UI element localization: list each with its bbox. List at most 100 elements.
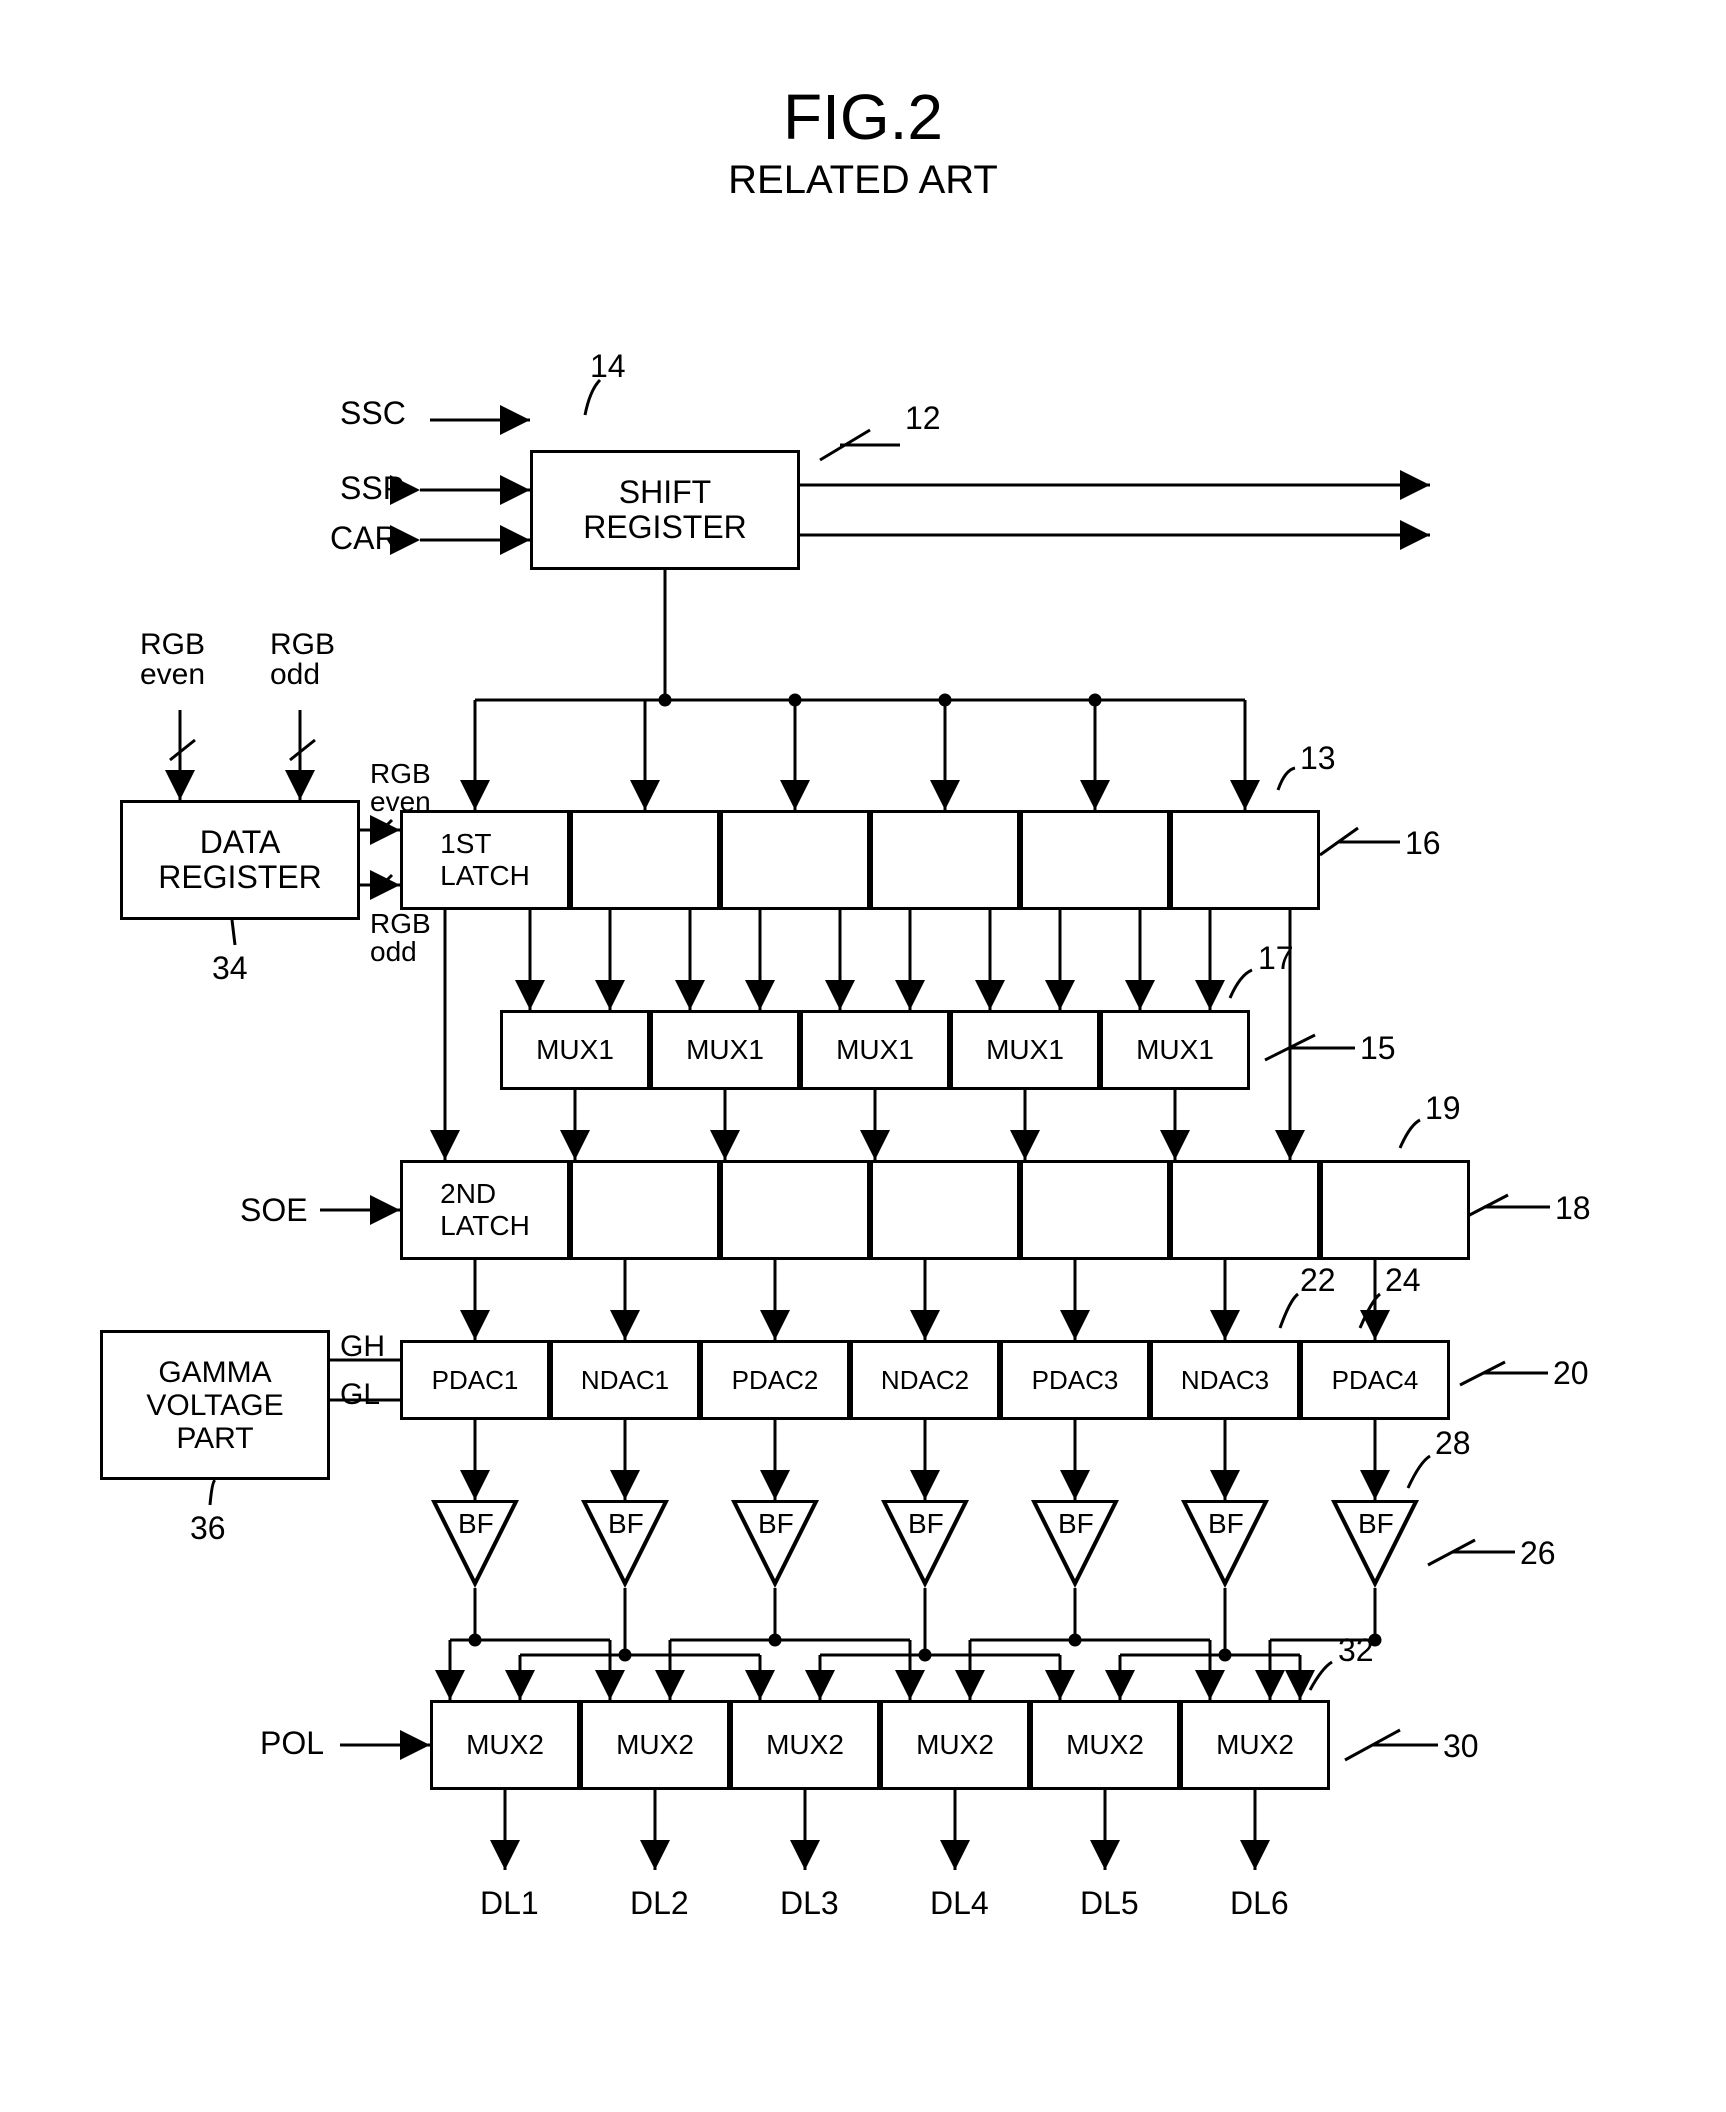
dl2-label: DL2 — [630, 1885, 689, 1922]
mux2-cell-5: MUX2 — [1180, 1700, 1330, 1790]
mux2-cell-0: MUX2 — [430, 1700, 580, 1790]
dac-label: NDAC2 — [881, 1365, 969, 1396]
dac-label: NDAC3 — [1181, 1365, 1269, 1396]
ref-32: 32 — [1338, 1632, 1374, 1669]
ref-14: 14 — [590, 348, 626, 385]
car-label: CAR — [330, 520, 398, 557]
ref-30: 30 — [1443, 1728, 1479, 1765]
mux2-cell-2: MUX2 — [730, 1700, 880, 1790]
mux2-label: MUX2 — [1216, 1729, 1294, 1761]
latch1-cell-5 — [1170, 810, 1320, 910]
mux2-cell-3: MUX2 — [880, 1700, 1030, 1790]
rgb-even-in-label: RGBeven — [140, 630, 205, 690]
bf-label-1: BF — [608, 1508, 644, 1540]
mux2-label: MUX2 — [616, 1729, 694, 1761]
latch2-cell-5 — [1170, 1160, 1320, 1260]
gh-label: GH — [340, 1330, 385, 1364]
ref-13: 13 — [1300, 740, 1336, 777]
bf-label-0: BF — [458, 1508, 494, 1540]
dl5-label: DL5 — [1080, 1885, 1139, 1922]
ref-20: 20 — [1553, 1355, 1589, 1392]
figure-subtitle: RELATED ART — [0, 158, 1726, 203]
shift-register-label: SHIFTREGISTER — [583, 475, 747, 545]
bf-label-2: BF — [758, 1508, 794, 1540]
dac-label: NDAC1 — [581, 1365, 669, 1396]
dac-label: PDAC2 — [732, 1365, 819, 1396]
mux2-cell-1: MUX2 — [580, 1700, 730, 1790]
mux1-label: MUX1 — [536, 1034, 614, 1066]
dac-label: PDAC4 — [1332, 1365, 1419, 1396]
data-register-label: DATAREGISTER — [158, 825, 322, 895]
ssc-label: SSC — [340, 395, 406, 432]
ref-34: 34 — [212, 950, 248, 987]
gl-label: GL — [340, 1378, 380, 1412]
ref-16: 16 — [1405, 825, 1441, 862]
dl4-label: DL4 — [930, 1885, 989, 1922]
mux2-label: MUX2 — [766, 1729, 844, 1761]
mux1-cell-1: MUX1 — [650, 1010, 800, 1090]
dac-label: PDAC3 — [1032, 1365, 1119, 1396]
latch2-cell-6 — [1320, 1160, 1470, 1260]
latch1-cell-0: 1STLATCH — [400, 810, 570, 910]
dac-label: PDAC1 — [432, 1365, 519, 1396]
soe-label: SOE — [240, 1192, 308, 1229]
mux2-label: MUX2 — [466, 1729, 544, 1761]
latch1-label: 1STLATCH — [440, 828, 530, 892]
ref-15: 15 — [1360, 1030, 1396, 1067]
latch2-cell-2 — [720, 1160, 870, 1260]
latch2-label: 2NDLATCH — [440, 1178, 530, 1242]
mux1-cell-0: MUX1 — [500, 1010, 650, 1090]
dl3-label: DL3 — [780, 1885, 839, 1922]
dac-cell-1: NDAC1 — [550, 1340, 700, 1420]
latch1-cell-2 — [720, 810, 870, 910]
latch2-cell-4 — [1020, 1160, 1170, 1260]
rgb-odd-out-label: RGBodd — [370, 910, 431, 966]
ref-26: 26 — [1520, 1535, 1556, 1572]
dl6-label: DL6 — [1230, 1885, 1289, 1922]
mux1-label: MUX1 — [1136, 1034, 1214, 1066]
ref-28: 28 — [1435, 1425, 1471, 1462]
gamma-voltage-label: GAMMAVOLTAGEPART — [146, 1356, 283, 1455]
rgb-odd-in-label: RGBodd — [270, 630, 335, 690]
bf-label-6: BF — [1358, 1508, 1394, 1540]
mux2-cell-4: MUX2 — [1030, 1700, 1180, 1790]
dac-cell-6: PDAC4 — [1300, 1340, 1450, 1420]
ssp-label: SSP — [340, 470, 404, 507]
bf-label-4: BF — [1058, 1508, 1094, 1540]
mux2-label: MUX2 — [1066, 1729, 1144, 1761]
ref-36: 36 — [190, 1510, 226, 1547]
mux1-label: MUX1 — [986, 1034, 1064, 1066]
ref-24: 24 — [1385, 1262, 1421, 1299]
latch2-cell-1 — [570, 1160, 720, 1260]
rgb-even-out-label: RGBeven — [370, 760, 431, 816]
dac-cell-3: NDAC2 — [850, 1340, 1000, 1420]
ref-19: 19 — [1425, 1090, 1461, 1127]
mux2-label: MUX2 — [916, 1729, 994, 1761]
ref-12: 12 — [905, 400, 941, 437]
pol-label: POL — [260, 1725, 324, 1762]
bf-label-5: BF — [1208, 1508, 1244, 1540]
latch1-cell-3 — [870, 810, 1020, 910]
dac-cell-4: PDAC3 — [1000, 1340, 1150, 1420]
dac-cell-5: NDAC3 — [1150, 1340, 1300, 1420]
dac-cell-2: PDAC2 — [700, 1340, 850, 1420]
latch2-cell-0: 2NDLATCH — [400, 1160, 570, 1260]
ref-22: 22 — [1300, 1262, 1336, 1299]
shift-register-block: SHIFTREGISTER — [530, 450, 800, 570]
gamma-voltage-block: GAMMAVOLTAGEPART — [100, 1330, 330, 1480]
mux1-cell-4: MUX1 — [1100, 1010, 1250, 1090]
dac-cell-0: PDAC1 — [400, 1340, 550, 1420]
ref-17: 17 — [1258, 940, 1294, 977]
data-register-block: DATAREGISTER — [120, 800, 360, 920]
mux1-cell-2: MUX1 — [800, 1010, 950, 1090]
latch2-cell-3 — [870, 1160, 1020, 1260]
dl1-label: DL1 — [480, 1885, 539, 1922]
mux1-cell-3: MUX1 — [950, 1010, 1100, 1090]
bf-label-3: BF — [908, 1508, 944, 1540]
latch1-cell-1 — [570, 810, 720, 910]
latch1-cell-4 — [1020, 810, 1170, 910]
figure-title: FIG.2 — [0, 80, 1726, 154]
mux1-label: MUX1 — [836, 1034, 914, 1066]
mux1-label: MUX1 — [686, 1034, 764, 1066]
ref-18: 18 — [1555, 1190, 1591, 1227]
